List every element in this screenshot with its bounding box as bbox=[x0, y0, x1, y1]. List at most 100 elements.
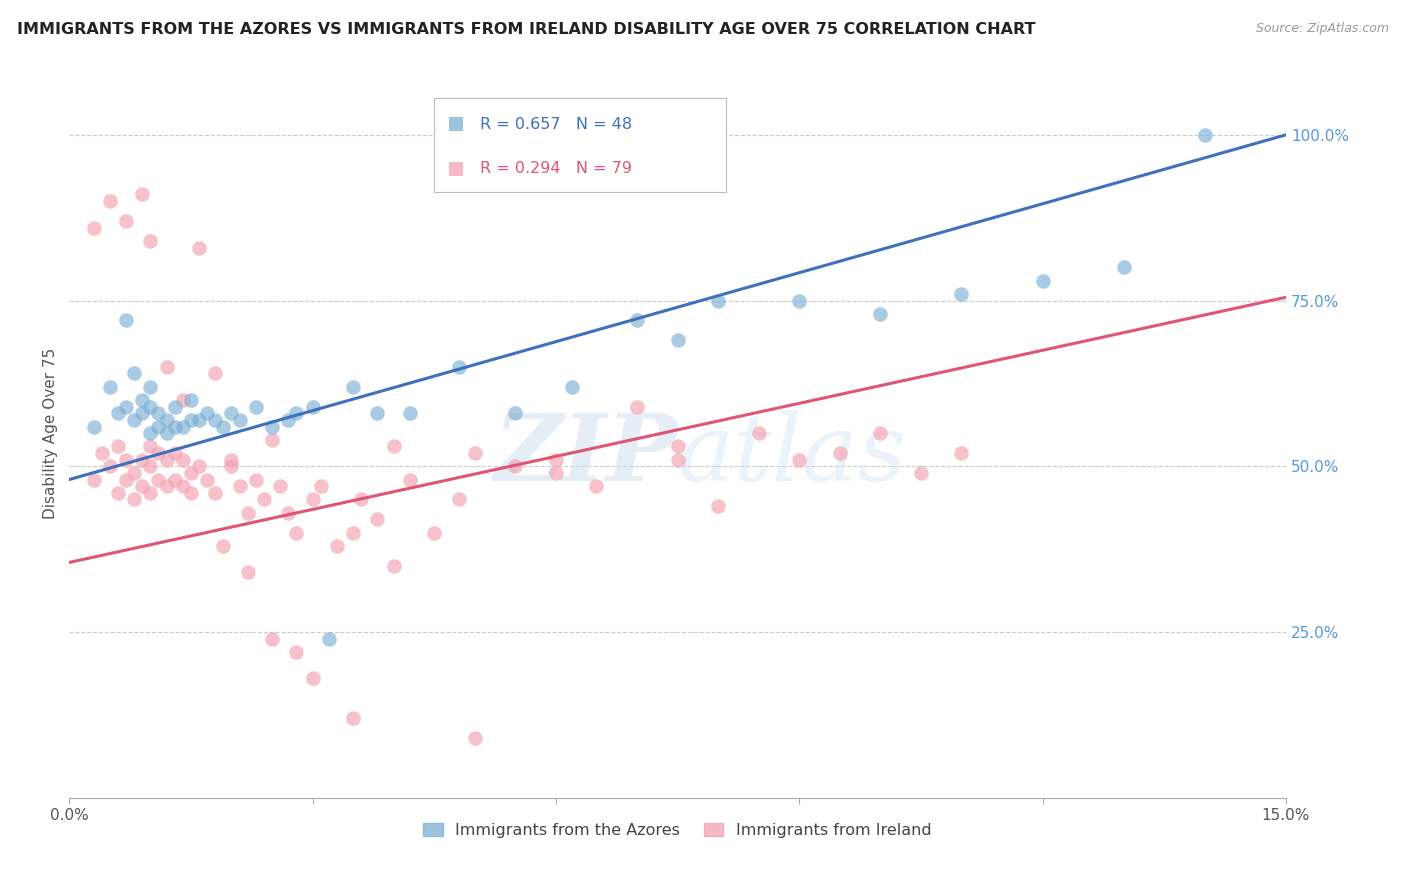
Point bbox=[188, 413, 211, 427]
Point bbox=[950, 446, 973, 460]
Point bbox=[131, 479, 153, 493]
Point bbox=[666, 452, 689, 467]
Point bbox=[172, 392, 194, 407]
Text: ZIP: ZIP bbox=[494, 410, 678, 500]
Point bbox=[107, 485, 129, 500]
Point bbox=[309, 479, 332, 493]
Point bbox=[155, 452, 177, 467]
Point bbox=[869, 426, 891, 441]
Point bbox=[83, 419, 105, 434]
Point bbox=[98, 380, 121, 394]
Text: Source: ZipAtlas.com: Source: ZipAtlas.com bbox=[1256, 22, 1389, 36]
Point bbox=[787, 452, 810, 467]
Point bbox=[204, 413, 226, 427]
Point bbox=[285, 645, 308, 659]
Point bbox=[139, 380, 162, 394]
Point bbox=[115, 313, 138, 327]
Point bbox=[342, 380, 364, 394]
Point bbox=[342, 711, 364, 725]
Point bbox=[269, 479, 291, 493]
Point bbox=[221, 459, 243, 474]
Point bbox=[115, 452, 138, 467]
Point bbox=[585, 479, 607, 493]
Point bbox=[163, 446, 186, 460]
Point bbox=[180, 392, 202, 407]
Point bbox=[122, 367, 145, 381]
Point bbox=[626, 313, 648, 327]
Point bbox=[221, 406, 243, 420]
Point bbox=[666, 439, 689, 453]
Point bbox=[382, 558, 405, 573]
Point bbox=[172, 419, 194, 434]
Point bbox=[131, 406, 153, 420]
Point bbox=[122, 466, 145, 480]
Point bbox=[228, 413, 250, 427]
Point bbox=[301, 492, 323, 507]
Point bbox=[301, 672, 323, 686]
Point bbox=[342, 525, 364, 540]
Point bbox=[155, 359, 177, 374]
Point bbox=[148, 419, 170, 434]
Point bbox=[163, 473, 186, 487]
Point bbox=[131, 187, 153, 202]
Point bbox=[464, 731, 486, 745]
Point bbox=[107, 439, 129, 453]
Point bbox=[228, 479, 250, 493]
Point bbox=[163, 400, 186, 414]
Point bbox=[544, 452, 567, 467]
Point bbox=[195, 473, 218, 487]
Point bbox=[366, 406, 388, 420]
Point bbox=[195, 406, 218, 420]
Point bbox=[115, 473, 138, 487]
Point bbox=[447, 492, 470, 507]
Point bbox=[245, 400, 267, 414]
Point bbox=[285, 525, 308, 540]
Point bbox=[155, 413, 177, 427]
Point bbox=[131, 392, 153, 407]
Point bbox=[139, 234, 162, 248]
Point bbox=[155, 426, 177, 441]
Point bbox=[260, 433, 283, 447]
Point bbox=[236, 506, 259, 520]
Point bbox=[115, 400, 138, 414]
Point bbox=[180, 485, 202, 500]
Point bbox=[148, 406, 170, 420]
Point bbox=[122, 492, 145, 507]
Point bbox=[464, 446, 486, 460]
Point bbox=[90, 446, 112, 460]
Point bbox=[447, 359, 470, 374]
Point bbox=[301, 400, 323, 414]
Point bbox=[253, 492, 276, 507]
Point bbox=[139, 439, 162, 453]
Point bbox=[188, 459, 211, 474]
Point bbox=[180, 466, 202, 480]
Point bbox=[318, 632, 340, 646]
Point bbox=[366, 512, 388, 526]
Point bbox=[131, 452, 153, 467]
Point bbox=[910, 466, 932, 480]
Point bbox=[787, 293, 810, 308]
Point bbox=[399, 473, 422, 487]
Point bbox=[212, 539, 235, 553]
Point bbox=[139, 485, 162, 500]
Point bbox=[277, 506, 299, 520]
Point bbox=[626, 400, 648, 414]
Point bbox=[212, 419, 235, 434]
Text: IMMIGRANTS FROM THE AZORES VS IMMIGRANTS FROM IRELAND DISABILITY AGE OVER 75 COR: IMMIGRANTS FROM THE AZORES VS IMMIGRANTS… bbox=[17, 22, 1035, 37]
Point bbox=[350, 492, 373, 507]
Legend: Immigrants from the Azores, Immigrants from Ireland: Immigrants from the Azores, Immigrants f… bbox=[418, 816, 938, 845]
Point bbox=[382, 439, 405, 453]
Text: R = 0.657   N = 48: R = 0.657 N = 48 bbox=[481, 117, 633, 132]
Point bbox=[148, 446, 170, 460]
Point bbox=[83, 220, 105, 235]
FancyBboxPatch shape bbox=[434, 98, 727, 193]
Point bbox=[869, 307, 891, 321]
Point bbox=[98, 459, 121, 474]
Point bbox=[204, 367, 226, 381]
Point bbox=[115, 214, 138, 228]
Point bbox=[163, 419, 186, 434]
Point bbox=[172, 452, 194, 467]
Point bbox=[139, 400, 162, 414]
Text: R = 0.294   N = 79: R = 0.294 N = 79 bbox=[481, 161, 633, 177]
Point bbox=[83, 473, 105, 487]
